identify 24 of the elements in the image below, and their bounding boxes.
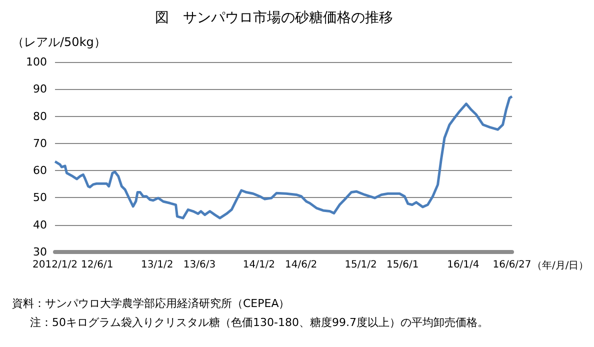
y-tick-label: 90 [33,82,47,96]
y-tick-label: 70 [33,136,47,150]
y-axis-title: （レアル/50kg） [12,35,106,49]
y-tick-label: 30 [33,246,47,258]
x-tick-label: 12/6/1 [81,260,114,270]
text: 注：50キログラム袋入りクリスタル糖（色価130-180、糖度99.7度以上）の平均卸売価格。 [30,316,488,329]
y-tick-label: 40 [33,218,47,232]
text: 資料：サンパウロ大学農学部応用経済研究所（CEPEA） [12,297,290,310]
y-tick-label: 80 [33,110,47,123]
x-tick-label: 13/6/3 [183,260,216,270]
x-tick-label: 2012/1/2 [32,260,78,270]
y-tick-label: 60 [33,164,47,178]
x-tick-label: 16/6/27 [492,260,532,270]
x-tick-label: 14/1/2 [242,260,276,270]
y-tick-label: 100 [26,56,47,68]
x-tick-label: 14/6/2 [284,260,318,270]
x-axis-title: （年/月/日） [532,260,589,272]
line-series [54,95,514,220]
chart-title: 図 サンパウロ市場の砂糖価格の推移 [155,10,393,26]
x-tick-label: 16/1/4 [447,260,480,270]
y-tick-label: 50 [33,191,47,204]
x-tick-label: 15/1/2 [344,260,377,270]
x-tick-label: 13/1/2 [141,260,174,270]
x-tick-label: 15/6/1 [386,260,419,270]
